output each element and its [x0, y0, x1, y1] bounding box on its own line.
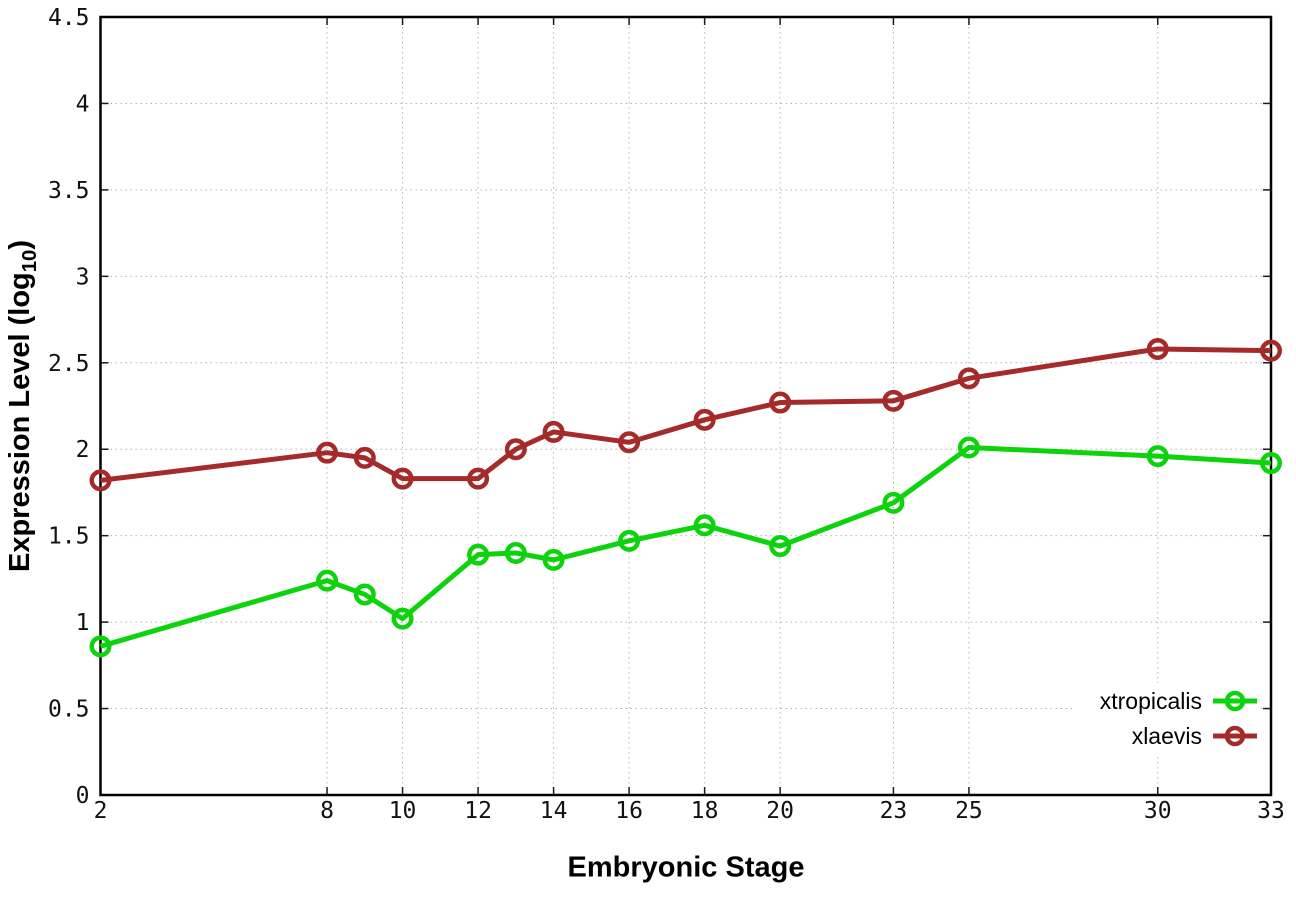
- data-point-xtropicalis: [1146, 445, 1169, 468]
- y-tick-label: 0: [76, 783, 90, 809]
- legend-marker-icon-xlaevis: [1213, 725, 1257, 747]
- data-point-xlaevis: [957, 367, 980, 390]
- data-point-xtropicalis: [316, 569, 339, 592]
- legend-marker-icon-xtropicalis: [1213, 690, 1257, 712]
- x-tick-label: 8: [320, 798, 334, 824]
- data-point-xlaevis: [618, 431, 641, 454]
- y-axis-title-subscript: 10: [18, 249, 41, 273]
- y-tick-label: 2.5: [48, 351, 90, 377]
- data-point-xlaevis: [1260, 339, 1282, 362]
- legend-item-xlaevis: xlaevis: [1100, 721, 1258, 751]
- y-tick-label: 3: [76, 264, 90, 290]
- y-tick-label: 2: [76, 437, 90, 463]
- x-tick-label: 33: [1257, 798, 1285, 824]
- data-point-xlaevis: [391, 467, 414, 490]
- y-tick-label: 1.5: [48, 524, 90, 550]
- data-point-xtropicalis: [353, 583, 376, 606]
- x-tick-label: 23: [880, 798, 908, 824]
- data-point-xtropicalis: [391, 607, 414, 630]
- data-point-xlaevis: [504, 438, 527, 461]
- y-tick-label: 0.5: [48, 697, 90, 723]
- y-tick-label: 1: [76, 610, 90, 636]
- data-point-xtropicalis: [1260, 452, 1282, 475]
- data-point-xtropicalis: [618, 529, 641, 552]
- x-tick-label: 18: [691, 798, 719, 824]
- x-tick-label: 14: [540, 798, 568, 824]
- x-tick-label: 30: [1144, 798, 1172, 824]
- legend-label-xlaevis: xlaevis: [1131, 722, 1202, 749]
- x-tick-label: 20: [766, 798, 794, 824]
- data-point-xlaevis: [882, 389, 905, 412]
- series-line-xlaevis: [100, 346, 1272, 483]
- x-tick-label: 16: [615, 798, 643, 824]
- data-point-xtropicalis: [769, 535, 792, 558]
- x-tick-label: 12: [464, 798, 492, 824]
- x-tick-label: 2: [94, 798, 108, 824]
- y-tick-label: 3.5: [48, 178, 90, 204]
- y-tick-label: 4: [76, 91, 90, 117]
- y-axis-title-suffix: ): [4, 240, 37, 250]
- data-point-xtropicalis: [89, 635, 112, 658]
- legend: xtropicalis xlaevis: [1071, 683, 1260, 754]
- data-point-xtropicalis: [957, 436, 980, 459]
- data-point-xlaevis: [542, 420, 565, 443]
- y-axis-title: Expression Level (log10): [4, 240, 42, 572]
- x-tick-label: 25: [955, 798, 983, 824]
- data-point-xlaevis: [316, 441, 339, 464]
- data-point-xlaevis: [769, 391, 792, 414]
- x-tick-label: 10: [389, 798, 417, 824]
- data-point-xlaevis: [89, 469, 112, 492]
- data-point-xtropicalis: [467, 543, 490, 566]
- legend-label-xtropicalis: xtropicalis: [1099, 687, 1202, 714]
- data-point-xtropicalis: [693, 514, 716, 537]
- y-tick-label: 4.5: [48, 5, 90, 31]
- legend-item-xtropicalis: xtropicalis: [1100, 686, 1258, 716]
- data-point-xtropicalis: [504, 541, 527, 564]
- x-axis-title: Embryonic Stage: [567, 851, 805, 884]
- data-point-xtropicalis: [882, 491, 905, 514]
- data-point-xlaevis: [467, 467, 490, 490]
- y-axis-title-text: Expression Level (log: [4, 272, 37, 572]
- data-point-xlaevis: [353, 446, 376, 469]
- series-line-xtropicalis: [99, 444, 1272, 649]
- data-point-xlaevis: [693, 408, 716, 431]
- data-point-xlaevis: [1146, 337, 1169, 360]
- data-point-xtropicalis: [542, 548, 565, 571]
- plot-border: [99, 15, 1273, 797]
